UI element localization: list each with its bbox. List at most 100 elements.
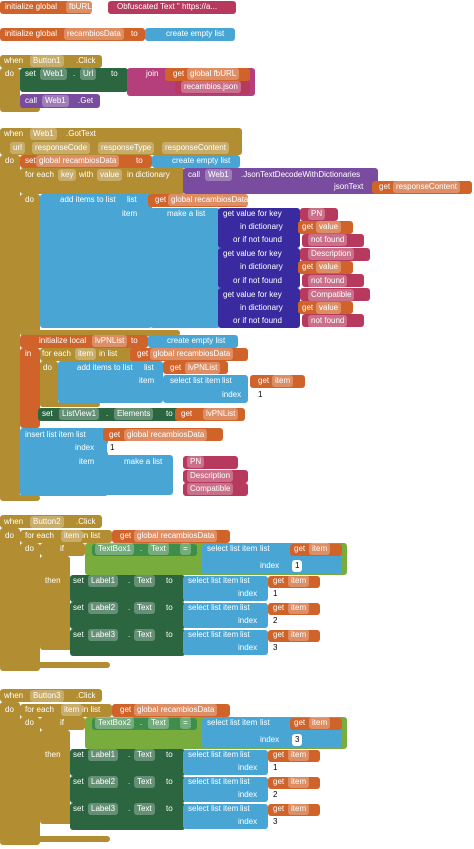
block-label: get xyxy=(273,576,285,585)
block-label: insert list item xyxy=(25,430,74,439)
block-field: Text xyxy=(134,575,155,587)
block xyxy=(70,803,185,830)
block xyxy=(103,428,223,441)
block-label: with xyxy=(79,170,94,179)
block-field: not found xyxy=(308,234,348,246)
block-label: select list item xyxy=(207,718,258,727)
block-label: Obfuscated Text " https://a... xyxy=(117,2,218,11)
block xyxy=(183,483,248,496)
block-label: . xyxy=(128,603,131,612)
block xyxy=(183,804,268,829)
block-field: global recambiosData xyxy=(150,348,234,360)
block-label: .Get xyxy=(78,96,94,105)
block-field: value xyxy=(316,221,342,233)
block-label: index xyxy=(222,390,242,399)
block-field: fbURL xyxy=(66,1,95,13)
block-field: Text xyxy=(134,749,155,761)
block-label: index xyxy=(238,763,258,772)
block xyxy=(218,288,300,328)
number-field: 3 xyxy=(270,816,281,828)
block-label: or if not found xyxy=(233,235,282,244)
block-field: not found xyxy=(308,315,348,327)
block-label: to xyxy=(166,777,173,786)
block-label: get xyxy=(302,262,314,271)
block xyxy=(0,68,20,110)
number-field: 3 xyxy=(292,734,303,746)
block-field: item xyxy=(61,530,83,542)
block-label: join xyxy=(146,69,159,78)
block-field: Button1 xyxy=(30,55,64,67)
block xyxy=(112,530,230,543)
block xyxy=(183,603,268,628)
block-label: list xyxy=(127,195,137,204)
block-label: do xyxy=(5,156,14,165)
block-label: . xyxy=(73,69,76,78)
block-field: Label2 xyxy=(88,776,119,788)
block-label: list xyxy=(76,430,86,439)
block-field: url xyxy=(10,142,25,154)
block-field: global recambiosData xyxy=(134,530,218,542)
block xyxy=(0,665,40,671)
block-label: get xyxy=(258,376,270,385)
number-field: 1 xyxy=(270,762,281,774)
block xyxy=(300,288,370,301)
block xyxy=(20,94,100,108)
block-field: Text xyxy=(148,717,169,729)
block-label: then xyxy=(45,750,61,759)
block xyxy=(183,750,268,775)
block-field: Text xyxy=(148,543,169,555)
block xyxy=(152,155,240,168)
block-field: Label1 xyxy=(88,575,119,587)
block-label: in dictionary xyxy=(240,303,283,312)
block-field: = xyxy=(180,717,191,729)
block-field: key xyxy=(58,169,77,181)
block-field: item xyxy=(288,749,310,761)
block-label: get xyxy=(155,195,167,204)
block-field: Text xyxy=(134,776,155,788)
block-label: set xyxy=(73,603,84,612)
block xyxy=(175,81,250,94)
block-label: index xyxy=(238,817,258,826)
block-label: jsonText xyxy=(334,182,364,191)
block-label: in xyxy=(25,349,32,358)
block-label: list xyxy=(260,718,270,727)
block-label: do xyxy=(5,705,14,714)
block xyxy=(20,335,148,348)
block-label: select list item xyxy=(170,376,221,385)
block-label: set xyxy=(25,156,36,165)
block-field: Text xyxy=(134,602,155,614)
block-label: to xyxy=(131,336,138,345)
block-field: Description xyxy=(187,470,234,482)
block xyxy=(92,718,197,730)
block-label: index xyxy=(238,589,258,598)
block xyxy=(268,576,320,588)
block xyxy=(298,261,353,274)
block-label: . xyxy=(106,409,109,418)
block-label: list xyxy=(240,576,250,585)
block xyxy=(40,543,85,556)
block xyxy=(148,194,248,207)
block xyxy=(40,730,70,822)
block-field: Button3 xyxy=(30,690,64,702)
block xyxy=(20,68,128,92)
block-label: set xyxy=(73,630,84,639)
block xyxy=(40,348,135,361)
block-field: Elements xyxy=(114,408,154,420)
block-label: create empty list xyxy=(167,336,226,345)
number-field: 3 xyxy=(270,642,281,654)
block-label: index xyxy=(260,561,280,570)
block-label: in dictionary xyxy=(127,170,170,179)
block-field: Web1 xyxy=(205,169,232,181)
block-field: Label1 xyxy=(88,749,119,761)
block-label: for each xyxy=(25,170,54,179)
block-label: select list item xyxy=(188,750,239,759)
block-field: Url xyxy=(80,68,97,80)
block xyxy=(0,1,92,14)
block-label: index xyxy=(238,643,258,652)
block xyxy=(0,28,145,41)
block-label: if xyxy=(60,544,64,553)
block-label: for each xyxy=(42,349,71,358)
block xyxy=(20,836,110,842)
block-label: do xyxy=(25,544,34,553)
block-label: create empty list xyxy=(166,29,225,38)
